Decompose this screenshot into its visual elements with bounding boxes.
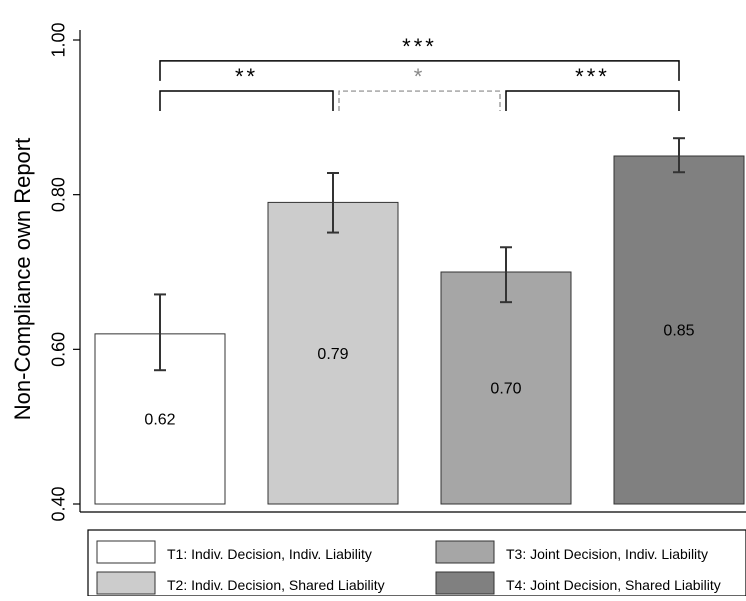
y-axis-title: Non-Compliance own Report bbox=[10, 138, 35, 420]
y-tick-label: 1.00 bbox=[48, 22, 68, 57]
y-tick-label: 0.60 bbox=[48, 332, 68, 367]
y-tick-label: 0.40 bbox=[48, 486, 68, 521]
data-label: 0.79 bbox=[317, 346, 348, 363]
bar bbox=[267, 201, 399, 505]
significance-label: * bbox=[414, 64, 426, 89]
legend-swatch bbox=[96, 571, 156, 595]
significance-bracket bbox=[338, 90, 501, 112]
legend-label: T2: Indiv. Decision, Shared Liability bbox=[167, 577, 385, 593]
significance-label: ** bbox=[235, 64, 258, 89]
significance-label: *** bbox=[575, 64, 610, 89]
legend-label: T3: Joint Decision, Indiv. Liability bbox=[506, 546, 708, 562]
significance-bracket bbox=[159, 90, 334, 112]
data-label: 0.62 bbox=[144, 412, 175, 429]
significance-bracket bbox=[159, 60, 680, 81]
bar bbox=[440, 271, 572, 505]
legend-label: T4: Joint Decision, Shared Liability bbox=[506, 577, 721, 593]
legend-box bbox=[87, 529, 746, 597]
legend-label: T1: Indiv. Decision, Indiv. Liability bbox=[167, 546, 372, 562]
legend-swatch bbox=[435, 571, 495, 595]
y-tick-label: 0.80 bbox=[48, 177, 68, 212]
data-label: 0.70 bbox=[490, 381, 521, 398]
significance-bracket bbox=[505, 90, 680, 112]
significance-label: *** bbox=[402, 34, 437, 59]
legend-swatch bbox=[435, 540, 495, 564]
legend-swatch bbox=[96, 540, 156, 564]
data-label: 0.85 bbox=[663, 323, 694, 340]
